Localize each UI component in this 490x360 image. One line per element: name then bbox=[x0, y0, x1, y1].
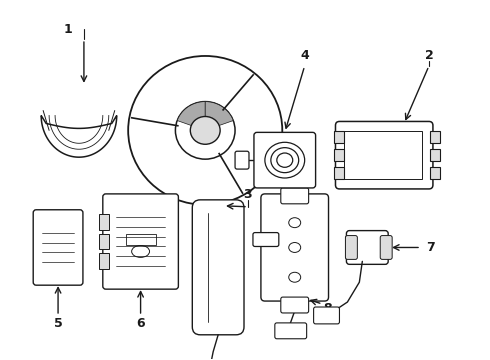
FancyBboxPatch shape bbox=[253, 233, 279, 247]
Polygon shape bbox=[177, 102, 205, 130]
FancyBboxPatch shape bbox=[33, 210, 83, 285]
FancyBboxPatch shape bbox=[346, 231, 388, 264]
Ellipse shape bbox=[128, 56, 282, 205]
Text: 7: 7 bbox=[427, 241, 435, 254]
Bar bbox=[99, 234, 109, 249]
Text: 1: 1 bbox=[63, 23, 72, 36]
FancyBboxPatch shape bbox=[254, 132, 316, 188]
Ellipse shape bbox=[190, 117, 220, 144]
Ellipse shape bbox=[175, 102, 235, 159]
Bar bbox=[430, 167, 440, 179]
FancyBboxPatch shape bbox=[275, 323, 307, 339]
FancyBboxPatch shape bbox=[103, 194, 178, 289]
FancyBboxPatch shape bbox=[235, 151, 249, 169]
FancyBboxPatch shape bbox=[345, 235, 357, 260]
Polygon shape bbox=[205, 102, 233, 130]
FancyBboxPatch shape bbox=[336, 121, 433, 189]
FancyBboxPatch shape bbox=[314, 307, 340, 324]
Bar bbox=[335, 131, 344, 143]
Bar bbox=[335, 149, 344, 161]
Text: 4: 4 bbox=[300, 49, 309, 63]
Bar bbox=[344, 131, 422, 179]
Text: 2: 2 bbox=[424, 49, 433, 63]
Bar bbox=[99, 214, 109, 230]
Text: 3: 3 bbox=[244, 188, 252, 201]
Bar bbox=[335, 167, 344, 179]
Bar bbox=[430, 131, 440, 143]
FancyBboxPatch shape bbox=[380, 235, 392, 260]
Polygon shape bbox=[41, 116, 117, 157]
FancyBboxPatch shape bbox=[281, 188, 309, 204]
Text: 8: 8 bbox=[323, 302, 332, 315]
Text: 6: 6 bbox=[136, 318, 145, 330]
FancyBboxPatch shape bbox=[192, 200, 244, 335]
Text: 5: 5 bbox=[54, 318, 62, 330]
Bar bbox=[99, 253, 109, 269]
FancyBboxPatch shape bbox=[281, 297, 309, 313]
Bar bbox=[125, 234, 155, 246]
Bar bbox=[430, 149, 440, 161]
FancyBboxPatch shape bbox=[261, 194, 328, 301]
